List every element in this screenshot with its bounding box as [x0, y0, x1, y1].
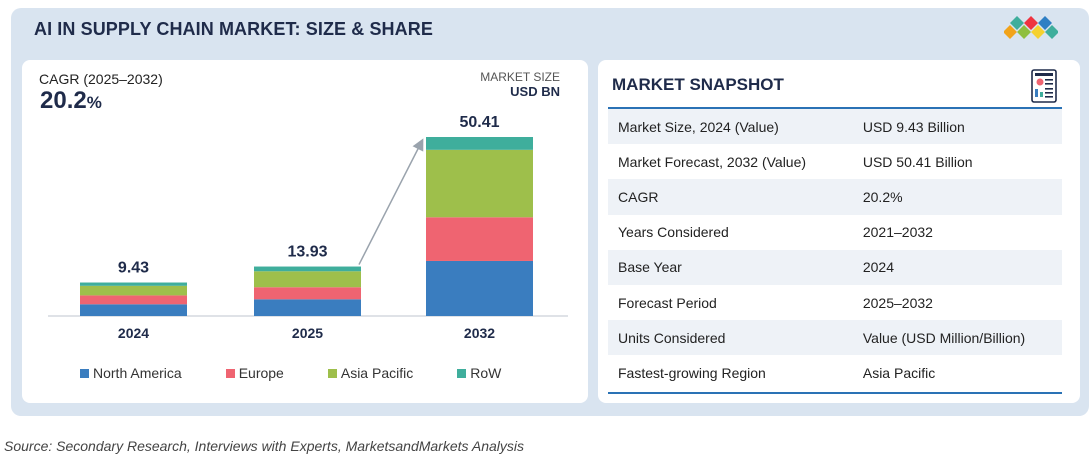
legend-swatch	[457, 368, 467, 378]
legend-swatch	[225, 368, 235, 378]
data-label-2032: 50.41	[459, 114, 499, 131]
row-label: Units Considered	[608, 320, 847, 356]
row-value: Value (USD Million/Billion)	[846, 320, 1062, 356]
row-value: USD 50.41 Billion	[846, 144, 1062, 180]
bar-segment-asia-pacific-2025	[254, 271, 361, 288]
row-label: Base Year	[608, 249, 847, 285]
data-label-2024: 9.43	[118, 260, 149, 277]
market-size-label: MARKET SIZE	[480, 70, 560, 84]
row-value: 2024	[846, 249, 1062, 285]
bar-segment-row-2025	[254, 266, 361, 272]
bar-segment-north-america-2024	[80, 304, 187, 316]
bar-segment-asia-pacific-2024	[80, 285, 187, 296]
data-label-2025: 13.93	[287, 244, 327, 261]
bar-segment-row-2024	[80, 282, 187, 286]
row-label: CAGR	[608, 179, 847, 215]
legend-item-europe: Europe	[225, 365, 284, 381]
legend-item-asia-pacific: Asia Pacific	[327, 365, 414, 381]
snapshot-title: MARKET SNAPSHOT	[612, 75, 784, 94]
brand-logo-icon	[1004, 16, 1058, 39]
market-size-unit: USD BN	[510, 84, 560, 99]
table-row: Years Considered 2021–2032	[608, 214, 1062, 250]
row-label: Market Size, 2024 (Value)	[608, 109, 847, 145]
legend-swatch	[327, 368, 337, 378]
growth-arrow	[358, 138, 424, 265]
legend-label: RoW	[470, 365, 502, 381]
table-row: Fastest-growing Region Asia Pacific	[608, 355, 1062, 391]
bar-segment-europe-2024	[80, 295, 187, 305]
bar-segment-asia-pacific-2032	[426, 149, 533, 218]
row-label: Fastest-growing Region	[608, 355, 847, 391]
row-label: Forecast Period	[608, 284, 847, 321]
x-tick-label-2032: 2032	[464, 325, 495, 341]
x-tick-label-2024: 2024	[118, 325, 149, 341]
bar-segment-north-america-2032	[426, 260, 533, 316]
chart-legend: North America Europe Asia Pacific RoW	[80, 365, 545, 381]
row-value: 2021–2032	[846, 214, 1062, 250]
cagr-value: 20.2%	[40, 87, 102, 114]
cagr-label: CAGR (2025–2032)	[39, 71, 163, 87]
legend-label: Asia Pacific	[340, 365, 414, 381]
report-document-icon	[1031, 69, 1057, 103]
page-title: AI IN SUPPLY CHAIN MARKET: SIZE & SHARE	[34, 19, 433, 39]
row-label: Years Considered	[608, 214, 847, 250]
row-value: 2025–2032	[846, 284, 1062, 321]
table-row: Forecast Period 2025–2032	[608, 284, 1062, 321]
snapshot-table: Market Size, 2024 (Value) USD 9.43 Billio…	[608, 109, 1062, 391]
table-bottom-rule	[608, 392, 1062, 394]
table-row: Units Considered Value (USD Million/Billi…	[608, 320, 1062, 356]
table-row: CAGR 20.2%	[608, 179, 1062, 215]
legend-item-row: RoW	[457, 365, 501, 381]
bar-segment-row-2032	[426, 137, 533, 150]
legend-label: North America	[93, 365, 182, 381]
row-value: 20.2%	[846, 179, 1062, 215]
legend-swatch	[80, 368, 89, 378]
table-top-rule	[608, 107, 1062, 109]
bar-segment-north-america-2025	[254, 299, 361, 316]
row-value: USD 9.43 Billion	[846, 109, 1062, 145]
table-row: Market Forecast, 2032 (Value) USD 50.41 B…	[608, 144, 1062, 180]
row-label: Market Forecast, 2032 (Value)	[608, 144, 847, 180]
bar-segment-europe-2025	[254, 287, 361, 300]
source-note: Source: Secondary Research, Interviews w…	[4, 438, 525, 454]
chart-panel: CAGR (2025–2032) 20.2% MARKET SIZE USD B…	[22, 60, 588, 403]
table-row: Market Size, 2024 (Value) USD 9.43 Billio…	[608, 109, 1062, 145]
stacked-bar-chart: 9.43 2024 13.93 2025 50.41 2032	[48, 114, 568, 341]
legend-item-north-america: North America	[80, 365, 182, 381]
bar-segment-europe-2032	[426, 217, 533, 261]
row-value: Asia Pacific	[846, 355, 1062, 391]
x-tick-label-2025: 2025	[292, 325, 323, 341]
table-row: Base Year 2024	[608, 249, 1062, 285]
market-snapshot-panel: MARKET SNAPSHOT Market Size, 2024 (Value…	[598, 60, 1080, 403]
legend-label: Europe	[238, 365, 284, 381]
